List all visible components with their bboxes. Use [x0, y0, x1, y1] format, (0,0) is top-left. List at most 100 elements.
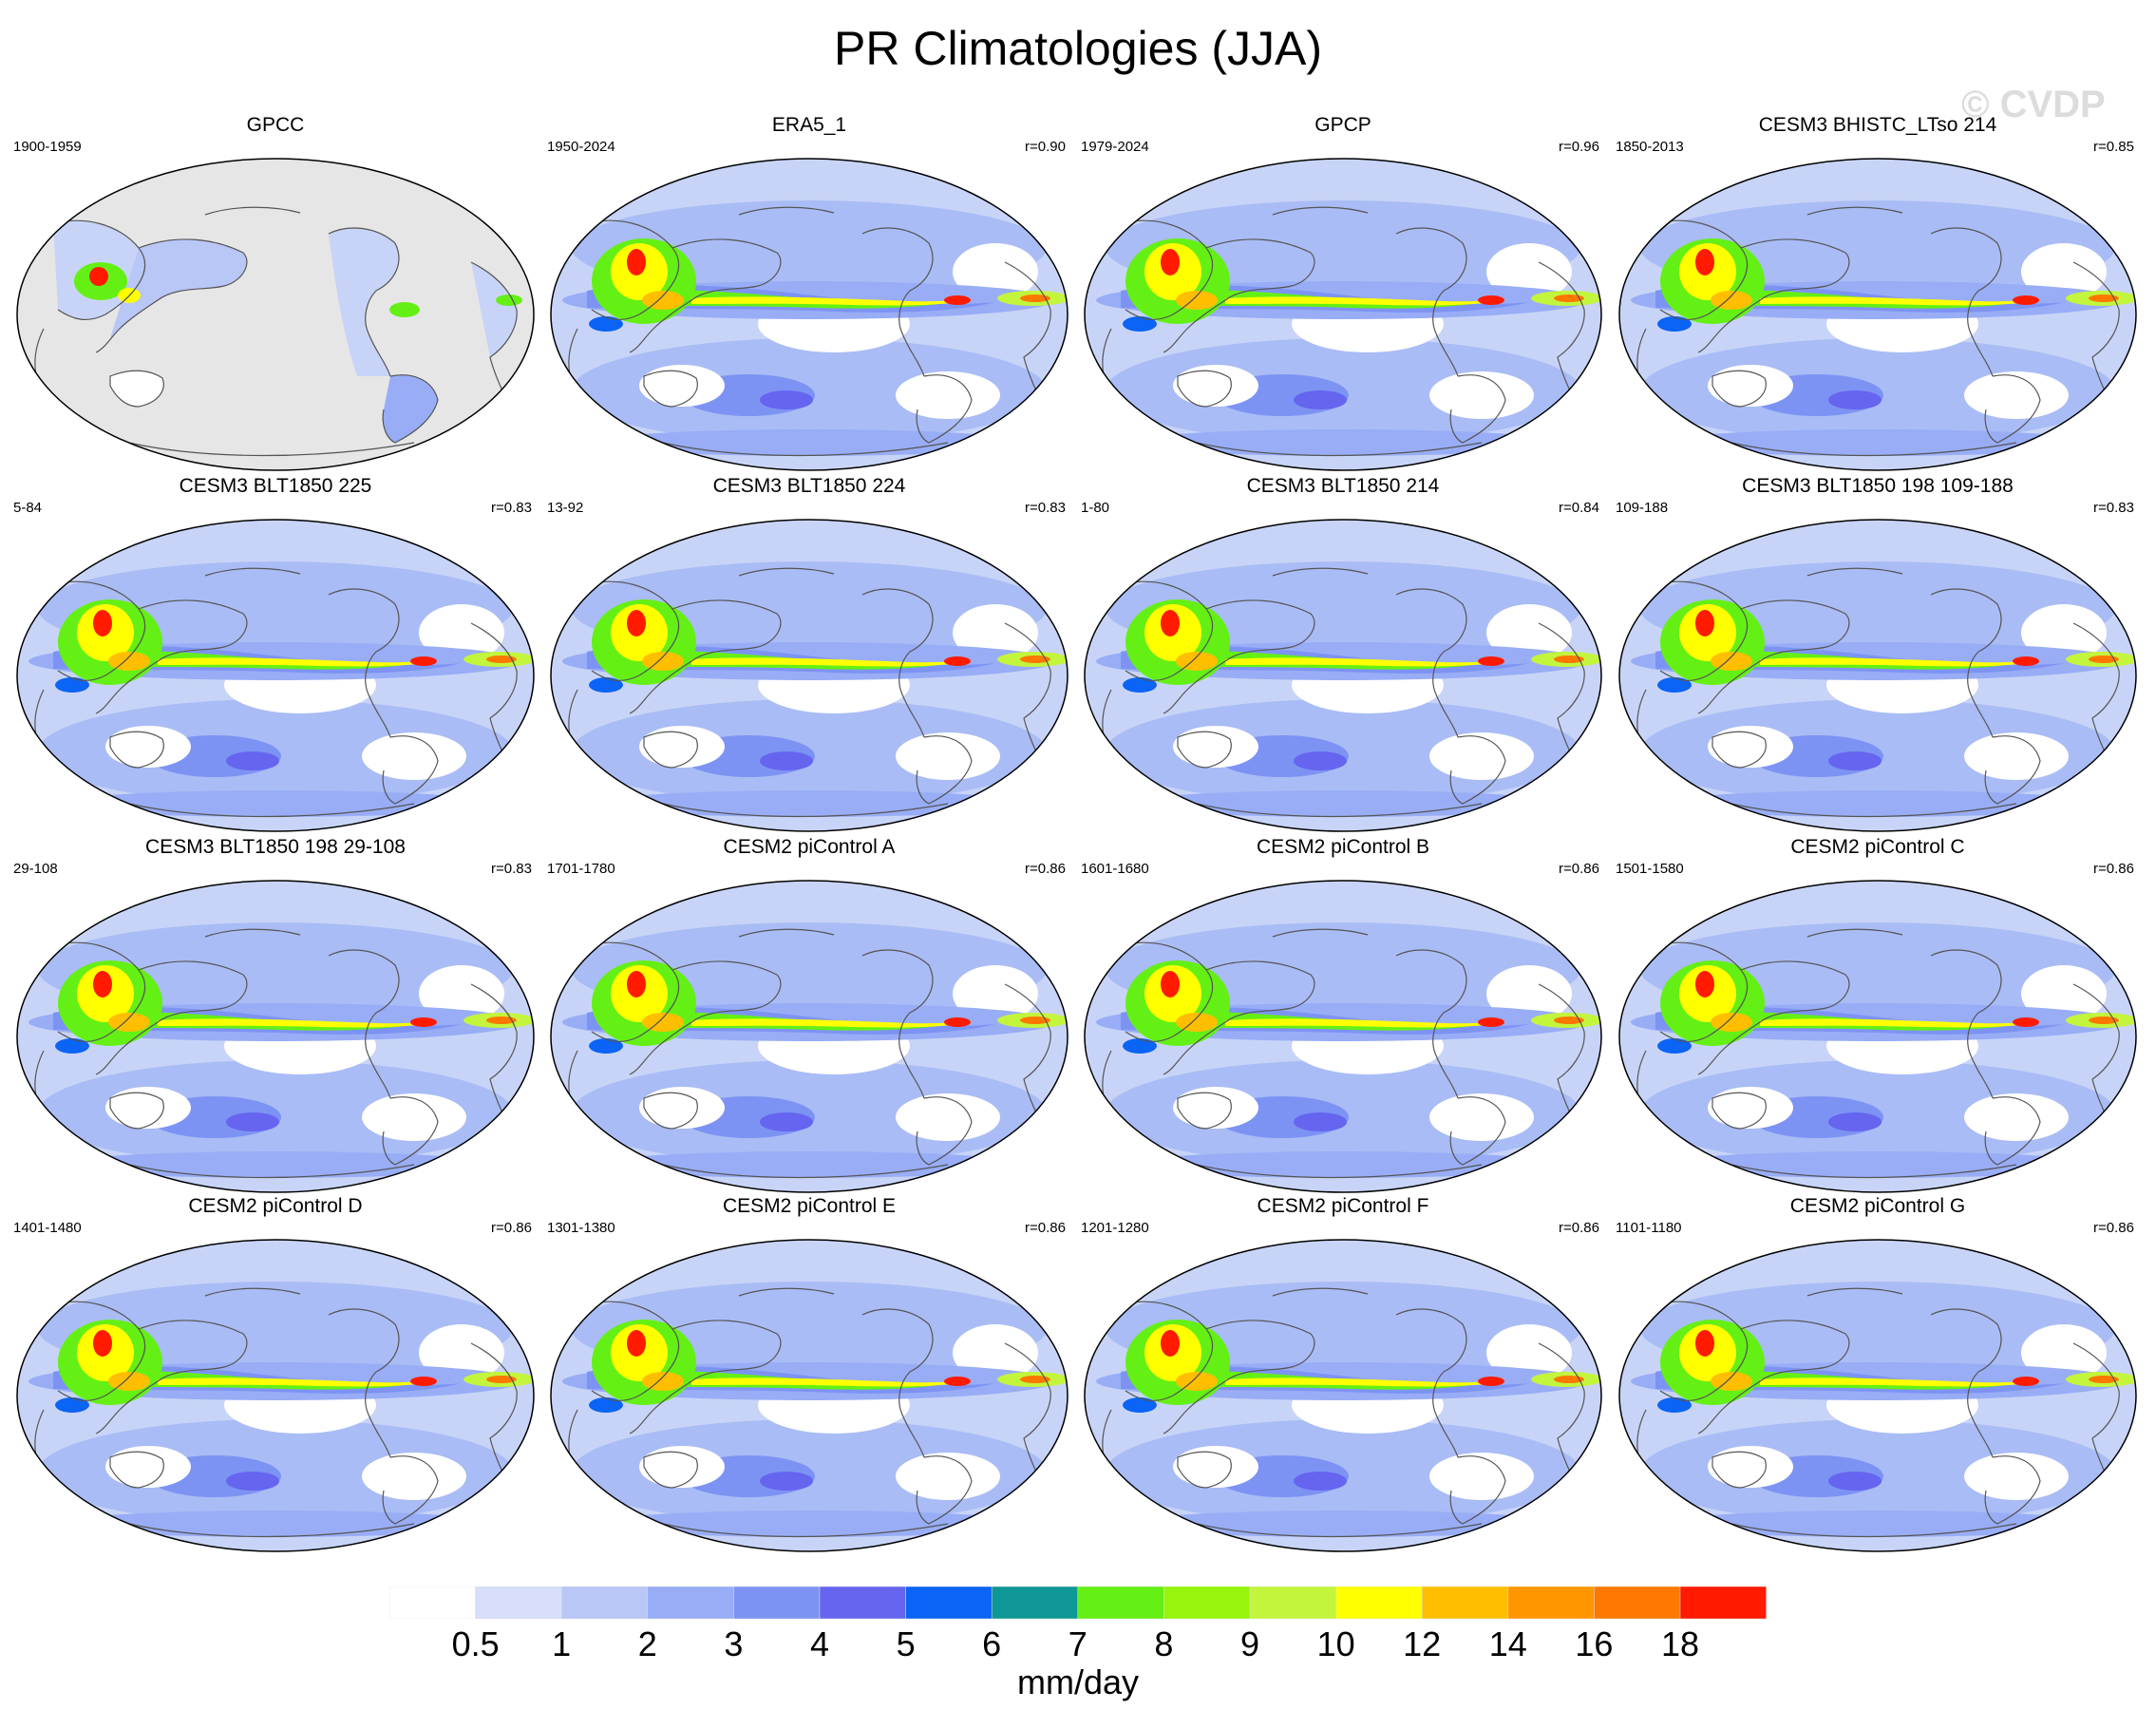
map-panel: CESM3 BLT1850 198 109-188 109-188 r=0.83 [1612, 475, 2144, 836]
panel-period: 1601-1680 [1081, 861, 1149, 877]
panel-correlation: r=0.86 [1559, 1220, 1599, 1236]
precip-map [1617, 880, 2138, 1198]
panel-period: 5-84 [13, 500, 43, 516]
colorbar-units: mm/day [1016, 1662, 1140, 1701]
colorbar-swatch [733, 1586, 821, 1619]
colorbar-swatch [819, 1586, 906, 1619]
panel-period: 1501-1580 [1616, 861, 1684, 877]
colorbar-tick-label: 1 [552, 1624, 572, 1663]
panel-correlation: r=0.86 [2093, 861, 2134, 877]
colorbar-swatch [991, 1586, 1079, 1619]
precip-map [1083, 1239, 1603, 1557]
map-panel: CESM2 piControl C 1501-1580 r=0.86 [1612, 836, 2144, 1197]
colorbar [389, 1586, 1767, 1619]
colorbar-tick-label: 6 [982, 1624, 1002, 1663]
panel-period: 1201-1280 [1081, 1220, 1149, 1236]
precip-map [549, 519, 1069, 837]
precip-map [1617, 158, 2138, 476]
panel-correlation: r=0.90 [1025, 139, 1066, 155]
panel-period: 1-80 [1081, 500, 1110, 516]
precip-map [1083, 880, 1603, 1198]
panel-correlation: r=0.83 [491, 861, 532, 877]
colorbar-swatch [647, 1586, 734, 1619]
colorbar-tick-label: 10 [1316, 1624, 1355, 1663]
panel-title: CESM2 piControl G [1789, 1195, 1966, 1217]
map-panel: CESM2 piControl E 1301-1380 r=0.86 [543, 1195, 1075, 1556]
colorbar-swatch [1249, 1586, 1336, 1619]
colorbar-tick-label: 7 [1068, 1624, 1087, 1663]
colorbar-tick-label: 3 [724, 1624, 744, 1663]
map-panel: CESM2 piControl B 1601-1680 r=0.86 [1077, 836, 1609, 1197]
precip-map [1617, 519, 2138, 837]
panel-title: CESM3 BLT1850 225 [179, 475, 372, 497]
panel-title: CESM3 BLT1850 198 29-108 [145, 836, 406, 858]
colorbar-swatch [389, 1586, 476, 1619]
precip-map [1083, 158, 1603, 476]
panel-correlation: r=0.83 [2093, 500, 2134, 516]
colorbar-swatch [1679, 1586, 1767, 1619]
panel-period: 1900-1959 [13, 139, 82, 155]
panel-correlation: r=0.83 [491, 500, 532, 516]
precip-map [15, 1239, 536, 1557]
colorbar-swatch [1077, 1586, 1164, 1619]
panel-title: CESM3 BLT1850 224 [712, 475, 906, 497]
map-panel: GPCP 1979-2024 r=0.96 [1077, 114, 1609, 475]
figure-title: PR Climatologies (JJA) [833, 22, 1322, 75]
panel-title: GPCP [1314, 114, 1371, 136]
map-panel: GPCC 1900-1959 [9, 114, 541, 475]
map-panel: CESM3 BLT1850 225 5-84 r=0.83 [9, 475, 541, 836]
panel-period: 1701-1780 [547, 861, 615, 877]
panel-period: 13-92 [547, 500, 584, 516]
precip-map [1083, 519, 1603, 837]
precip-map [1617, 1239, 2138, 1557]
map-panel: CESM3 BHISTC_LTso 214 1850-2013 r=0.85 [1612, 114, 2144, 475]
panel-title: CESM2 piControl E [722, 1195, 897, 1217]
colorbar-tick-label: 0.5 [451, 1624, 500, 1663]
map-panel: ERA5_1 1950-2024 r=0.90 [543, 114, 1075, 475]
colorbar-swatch [1594, 1586, 1681, 1619]
panel-period: 29-108 [13, 861, 58, 877]
map-panel: CESM2 piControl F 1201-1280 r=0.86 [1077, 1195, 1609, 1556]
panel-correlation: r=0.86 [1025, 861, 1066, 877]
colorbar-swatch [1335, 1586, 1423, 1619]
panel-period: 1850-2013 [1616, 139, 1684, 155]
precip-map [549, 880, 1069, 1198]
panel-period: 1101-1180 [1616, 1220, 1682, 1236]
panel-period: 1401-1480 [13, 1220, 82, 1236]
panel-correlation: r=0.84 [1559, 500, 1599, 516]
watermark: © CVDP [1961, 84, 2106, 125]
panel-period: 1979-2024 [1081, 139, 1149, 155]
colorbar-tick-label: 9 [1239, 1624, 1260, 1663]
precip-map [549, 1239, 1069, 1557]
panel-correlation: r=0.86 [2093, 1220, 2134, 1236]
colorbar-tick-label: 4 [809, 1624, 830, 1663]
map-panel: CESM2 piControl G 1101-1180 r=0.86 [1612, 1195, 2144, 1556]
map-panel: CESM3 BLT1850 224 13-92 r=0.83 [543, 475, 1075, 836]
panel-correlation: r=0.85 [2093, 139, 2134, 155]
panel-title: GPCC [246, 114, 305, 136]
panel-correlation: r=0.83 [1025, 500, 1066, 516]
map-panel: CESM3 BLT1850 198 29-108 29-108 r=0.83 [9, 836, 541, 1197]
panel-title: CESM2 piControl A [723, 836, 896, 858]
precip-map [549, 158, 1069, 476]
panel-title: CESM2 piControl F [1257, 1195, 1429, 1217]
panel-period: 1950-2024 [547, 139, 615, 155]
map-panel: CESM2 piControl D 1401-1480 r=0.86 [9, 1195, 541, 1556]
panel-correlation: r=0.86 [1025, 1220, 1066, 1236]
panel-title: CESM2 piControl C [1790, 836, 1965, 858]
panel-correlation: r=0.86 [491, 1220, 532, 1236]
colorbar-swatch [905, 1586, 993, 1619]
panel-title: CESM3 BHISTC_LTso 214 [1758, 114, 1997, 136]
colorbar-tick-label: 12 [1403, 1624, 1442, 1663]
panel-correlation: r=0.96 [1559, 139, 1599, 155]
colorbar-swatch [475, 1586, 562, 1619]
colorbar-tick-label: 8 [1154, 1624, 1174, 1663]
map-panel: CESM2 piControl A 1701-1780 r=0.86 [543, 836, 1075, 1197]
panel-correlation: r=0.86 [1559, 861, 1599, 877]
colorbar-swatch [1421, 1586, 1509, 1619]
panel-period: 109-188 [1616, 500, 1669, 516]
colorbar-tick-label: 2 [637, 1624, 657, 1663]
panel-title: CESM2 piControl D [188, 1195, 363, 1217]
colorbar-swatch [1507, 1586, 1595, 1619]
colorbar-tick-label: 16 [1575, 1624, 1614, 1663]
